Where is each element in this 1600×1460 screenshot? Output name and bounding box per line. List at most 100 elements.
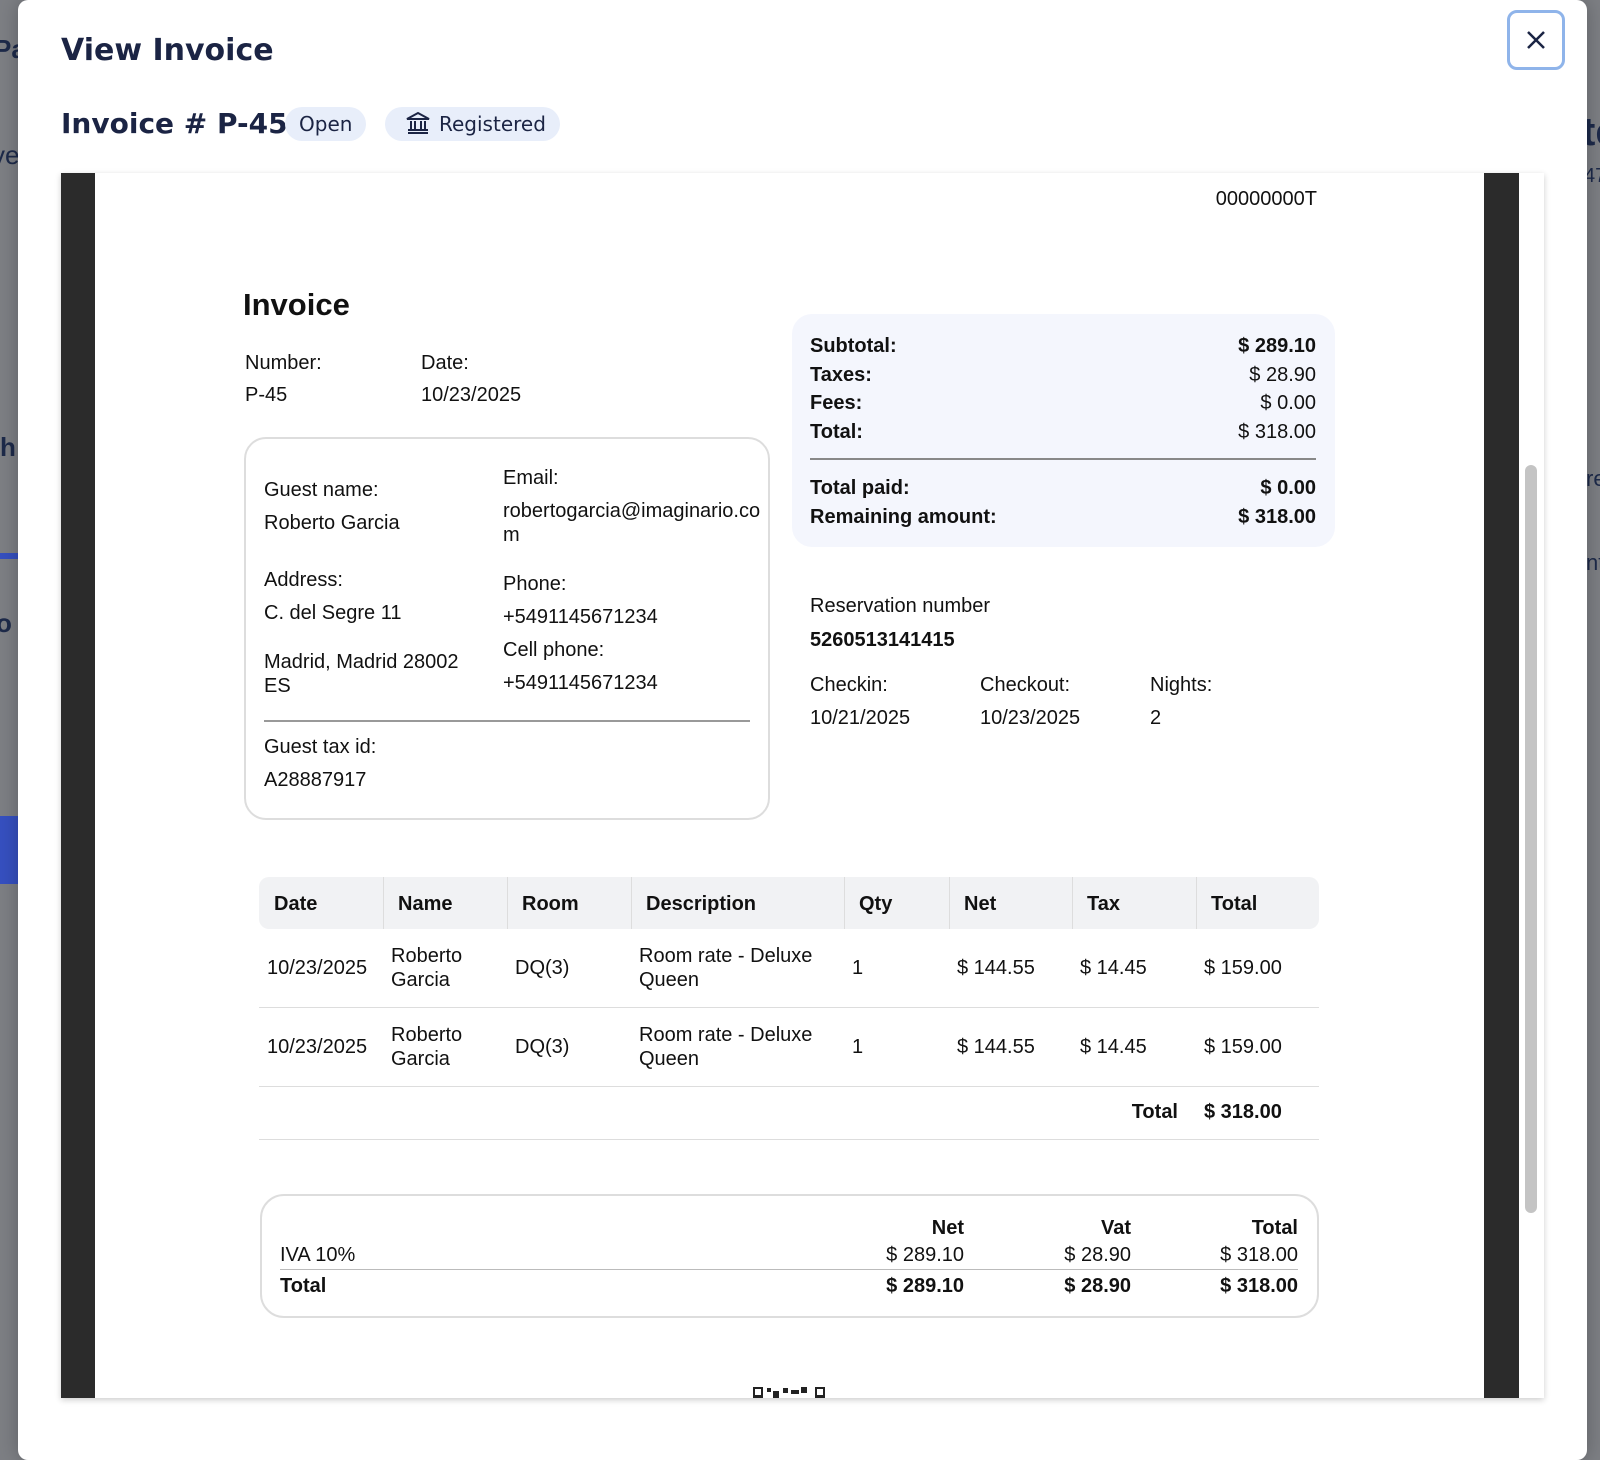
table-cell: Room rate - Deluxe Queen: [639, 1024, 813, 1070]
registration-text: Registered: [439, 112, 546, 136]
summary-label: Total paid:: [810, 477, 910, 499]
total-label: Total: [1131, 1101, 1178, 1123]
value: C. del Segre 11: [264, 602, 402, 624]
modal-title: View Invoice: [61, 33, 274, 68]
value: P-45: [245, 384, 288, 406]
column-divider: [631, 877, 632, 929]
status-badge: Open: [285, 107, 367, 141]
summary-value: $ 0.00: [1260, 392, 1316, 415]
bg-text: re: [1586, 466, 1600, 491]
table-header: Tax: [1087, 893, 1120, 915]
divider: [280, 1269, 1298, 1270]
column-divider: [949, 877, 950, 929]
label: Phone:: [503, 573, 567, 595]
label: Number:: [245, 352, 322, 374]
row-divider: [259, 1086, 1319, 1087]
row-divider: [259, 1007, 1319, 1008]
label: Date:: [421, 352, 469, 374]
invoice-label: Invoice # P-45: [61, 107, 288, 140]
doc-title: Invoice: [243, 287, 350, 322]
table-header: Qty: [859, 893, 893, 915]
close-icon: [1527, 31, 1545, 49]
tax-box: [260, 1194, 1319, 1318]
bank-icon: [406, 111, 430, 134]
summary-value: $ 0.00: [1260, 477, 1316, 499]
table-header: Total: [1211, 893, 1258, 915]
tax-value: $ 28.90: [1064, 1244, 1131, 1266]
table-cell: $ 144.55: [957, 957, 1035, 979]
guest-box: [244, 437, 770, 820]
viewer-gutter: [61, 173, 95, 1398]
table-cell: $ 144.55: [957, 1036, 1035, 1058]
label: Guest name:: [264, 479, 379, 501]
table-cell: 1: [852, 1036, 864, 1058]
tax-header: Vat: [1100, 1217, 1131, 1239]
table-cell: Room rate - Deluxe Queen: [639, 945, 813, 991]
value: 2: [1150, 707, 1162, 729]
close-button[interactable]: [1507, 10, 1565, 70]
tax-code: 00000000T: [1215, 188, 1317, 210]
label: Guest tax id:: [264, 736, 377, 758]
value: 10/21/2025: [810, 707, 911, 729]
table-cell: Roberto Garcia: [391, 945, 463, 991]
tax-value: $ 289.10: [886, 1244, 964, 1266]
divider: [264, 720, 750, 722]
value: Roberto Garcia: [264, 512, 400, 534]
summary-value: $ 318.00: [1238, 421, 1316, 444]
column-divider: [507, 877, 508, 929]
table-cell: $ 159.00: [1204, 1036, 1282, 1058]
table-cell: 10/23/2025: [267, 957, 368, 979]
value: +5491145671234: [503, 672, 658, 694]
table-header: Room: [522, 893, 579, 915]
tax-header: Net: [931, 1217, 964, 1239]
bg-accent: [0, 816, 20, 884]
summary-label: Subtotal:: [810, 335, 897, 357]
scrollbar-thumb[interactable]: [1525, 465, 1537, 1213]
tax-header: Total: [1251, 1217, 1298, 1239]
table-header-bg: [259, 877, 1319, 929]
summary-value: $ 318.00: [1238, 506, 1316, 528]
summary-value: $ 289.10: [1238, 335, 1316, 357]
label: Nights:: [1150, 674, 1213, 696]
tax-value: $ 318.00: [1220, 1244, 1298, 1266]
row-divider: [259, 1139, 1319, 1140]
viewer-gutter: [1484, 173, 1519, 1398]
value: 5260513141415: [810, 629, 955, 651]
label: Checkin:: [810, 674, 888, 696]
label: Address:: [264, 569, 343, 591]
tax-value: $ 289.10: [886, 1275, 964, 1297]
bg-text: nt: [1586, 550, 1600, 575]
bg-text: o: [0, 608, 12, 638]
column-divider: [383, 877, 384, 929]
table-header: Description: [646, 893, 757, 915]
value: 10/23/2025: [421, 384, 522, 406]
summary-label: Taxes:: [810, 363, 872, 386]
bg-text: ve: [0, 140, 20, 170]
summary-label: Total:: [810, 421, 863, 444]
value: robertogarcia@imaginario.com: [503, 500, 761, 546]
column-divider: [844, 877, 845, 929]
tax-value: $ 318.00: [1220, 1275, 1298, 1297]
label: Cell phone:: [503, 639, 605, 661]
value: Madrid, Madrid 28002 ES: [264, 651, 459, 697]
tax-label: IVA 10%: [280, 1244, 356, 1266]
value: +5491145671234: [503, 606, 658, 628]
bg-accent: [0, 553, 20, 559]
value: A28887917: [264, 769, 367, 791]
registration-badge: Registered: [385, 107, 560, 141]
summary-value: $ 28.90: [1249, 363, 1316, 386]
table-cell: 10/23/2025: [267, 1036, 368, 1058]
table-cell: DQ(3): [515, 1036, 570, 1058]
total-value: $ 318.00: [1204, 1101, 1282, 1123]
bg-text: h: [0, 432, 16, 462]
label: Email:: [503, 467, 559, 489]
table-header: Date: [274, 893, 318, 915]
table-cell: DQ(3): [515, 957, 570, 979]
table-cell: Roberto Garcia: [391, 1024, 463, 1070]
table-cell: 1: [852, 957, 864, 979]
table-cell: $ 159.00: [1204, 957, 1282, 979]
label: Checkout:: [980, 674, 1071, 696]
label: Reservation number: [810, 595, 991, 617]
